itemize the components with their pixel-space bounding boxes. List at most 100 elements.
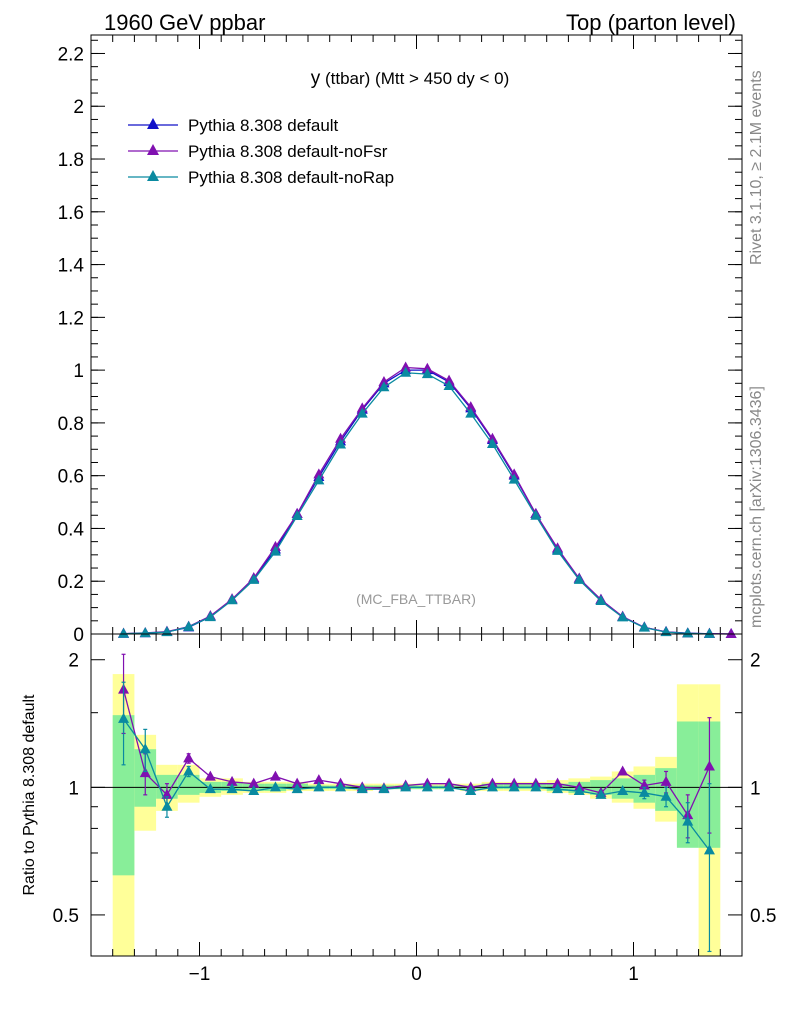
ratio-ytick-label-left: 0.5 bbox=[53, 906, 79, 927]
ratio-series-point-1 bbox=[118, 712, 130, 723]
ratio-series-point-1 bbox=[400, 781, 412, 792]
ratio-panel: 0.5 0.5 1 1 2 2 −1 0 1 Ratio to Pythia 8.308 def… bbox=[21, 633, 776, 985]
main-series-point-2 bbox=[530, 509, 542, 520]
main-series-point-1 bbox=[725, 628, 737, 638]
main-ytick-label: 2.2 bbox=[58, 44, 84, 65]
ratio-frame bbox=[90, 633, 743, 957]
ratio-series-point-1 bbox=[161, 800, 173, 811]
main-series-point-2 bbox=[552, 544, 564, 555]
ratio-series-point-1 bbox=[269, 781, 281, 792]
main-series-point-2 bbox=[291, 510, 303, 521]
main-ytick-label: 0.4 bbox=[58, 519, 85, 540]
main-ytick-label: 2 bbox=[73, 97, 84, 118]
ratio-series-point-1 bbox=[465, 785, 477, 796]
main-series-point-1 bbox=[421, 362, 433, 373]
ratio-ytick-label-right: 0.5 bbox=[750, 906, 776, 927]
ratio-series-point-1 bbox=[660, 790, 672, 801]
legend: Pythia 8.308 default Pythia 8.308 default… bbox=[128, 116, 394, 187]
ratio-series-point-0 bbox=[313, 774, 325, 785]
main-series-point-2 bbox=[183, 620, 195, 631]
main-ytick-label: 1.4 bbox=[58, 256, 85, 277]
main-ytick-label: 1.2 bbox=[58, 308, 84, 329]
legend-marker-1 bbox=[147, 144, 159, 155]
main-ytick-label: 0.8 bbox=[58, 414, 84, 435]
legend-label-1: Pythia 8.308 default-noFsr bbox=[188, 142, 388, 161]
main-series-point-2 bbox=[465, 407, 477, 418]
main-series-point-1 bbox=[443, 374, 455, 385]
ratio-series-point-1 bbox=[335, 781, 347, 792]
ratio-ytick-label-left: 1 bbox=[68, 778, 79, 799]
ratio-series-point-0 bbox=[291, 777, 303, 788]
ratio-series-line-0 bbox=[122, 689, 711, 817]
main-series-point-2 bbox=[703, 627, 715, 638]
ratio-series-point-0 bbox=[248, 777, 260, 788]
ratio-series-point-1 bbox=[313, 781, 325, 792]
ratio-ytick-label-right: 1 bbox=[750, 778, 761, 799]
mcplots-label: mcplots.cern.ch [arXiv:1306.3436] bbox=[748, 386, 765, 628]
xtick-label: 0 bbox=[411, 964, 422, 985]
main-series-point-2 bbox=[595, 595, 607, 606]
main-series-point-2 bbox=[378, 381, 390, 392]
main-series-point-2 bbox=[486, 438, 498, 449]
main-ytick-label: 1.6 bbox=[58, 203, 84, 224]
ratio-series-point-1 bbox=[248, 785, 260, 796]
header-left: 1960 GeV ppbar bbox=[104, 10, 265, 35]
ratio-series-point-1 bbox=[356, 783, 368, 794]
main-series-point-2 bbox=[248, 573, 260, 584]
ratio-series bbox=[118, 653, 715, 953]
main-series-point-2 bbox=[313, 474, 325, 485]
ratio-series-point-1 bbox=[226, 783, 238, 794]
legend-marker-2 bbox=[147, 170, 159, 181]
ratio-series-point-0 bbox=[617, 765, 629, 776]
legend-marker-0 bbox=[147, 118, 159, 129]
ratio-series-point-1 bbox=[617, 785, 629, 796]
main-series-point-1 bbox=[465, 401, 477, 412]
legend-label-0: Pythia 8.308 default bbox=[188, 116, 339, 135]
legend-label-2: Pythia 8.308 default-noRap bbox=[188, 168, 394, 187]
chart-title-main: y bbox=[311, 68, 321, 89]
ratio-series-point-1 bbox=[486, 781, 498, 792]
ratio-series-point-0 bbox=[269, 770, 281, 781]
ratio-series-point-1 bbox=[682, 815, 694, 826]
main-ticks: 0 0.2 0.4 0.6 0.8 1 1.2 1.4 1.6 1.8 2 2.2 bbox=[58, 35, 742, 646]
ratio-ylabel: Ratio to Pythia 8.308 default bbox=[21, 694, 38, 896]
ratio-series-point-1 bbox=[638, 786, 650, 797]
main-series-point-2 bbox=[356, 407, 368, 418]
ratio-band-green bbox=[112, 715, 135, 876]
main-series-point-2 bbox=[682, 627, 694, 638]
ratio-series-point-1 bbox=[204, 783, 216, 794]
main-series-point-2 bbox=[118, 627, 130, 638]
main-ytick-label: 1 bbox=[73, 361, 84, 382]
ratio-series-point-1 bbox=[552, 783, 564, 794]
main-series-point-2 bbox=[573, 573, 585, 584]
main-series-point-2 bbox=[421, 368, 433, 379]
main-ytick-label: 0.2 bbox=[58, 572, 84, 593]
main-series-point-2 bbox=[269, 545, 281, 556]
ratio-series-point-1 bbox=[378, 783, 390, 794]
ratio-series-point-1 bbox=[421, 781, 433, 792]
rivet-label: Rivet 3.1.10, ≥ 2.1M events bbox=[748, 70, 765, 265]
main-series-point-1 bbox=[400, 361, 412, 372]
ratio-ytick-label-left: 2 bbox=[68, 651, 79, 672]
chart-title: y (ttbar) (Mtt > 450 dy < 0) bbox=[311, 68, 509, 89]
main-series-point-2 bbox=[638, 621, 650, 632]
ratio-ticks: 0.5 0.5 1 1 2 2 −1 0 1 bbox=[53, 634, 776, 985]
ratio-bands bbox=[112, 674, 721, 956]
main-series-point-2 bbox=[139, 627, 151, 638]
xtick-label: −1 bbox=[189, 964, 211, 985]
ratio-series-point-1 bbox=[443, 781, 455, 792]
main-series-point-2 bbox=[443, 379, 455, 390]
ratio-series-point-1 bbox=[508, 781, 520, 792]
ratio-series-point-0 bbox=[204, 770, 216, 781]
main-series-point-2 bbox=[400, 366, 412, 377]
ratio-series-point-0 bbox=[552, 777, 564, 788]
ratio-series-point-1 bbox=[183, 765, 195, 776]
main-series-point-2 bbox=[617, 611, 629, 622]
main-series-point-2 bbox=[204, 611, 216, 622]
watermark: (MC_FBA_TTBAR) bbox=[356, 591, 476, 607]
main-series-line-2 bbox=[123, 372, 710, 635]
chart-title-rest: (ttbar) (Mtt > 450 dy < 0) bbox=[320, 69, 509, 88]
xtick-label: 1 bbox=[628, 964, 639, 985]
ratio-series-point-0 bbox=[226, 775, 238, 786]
